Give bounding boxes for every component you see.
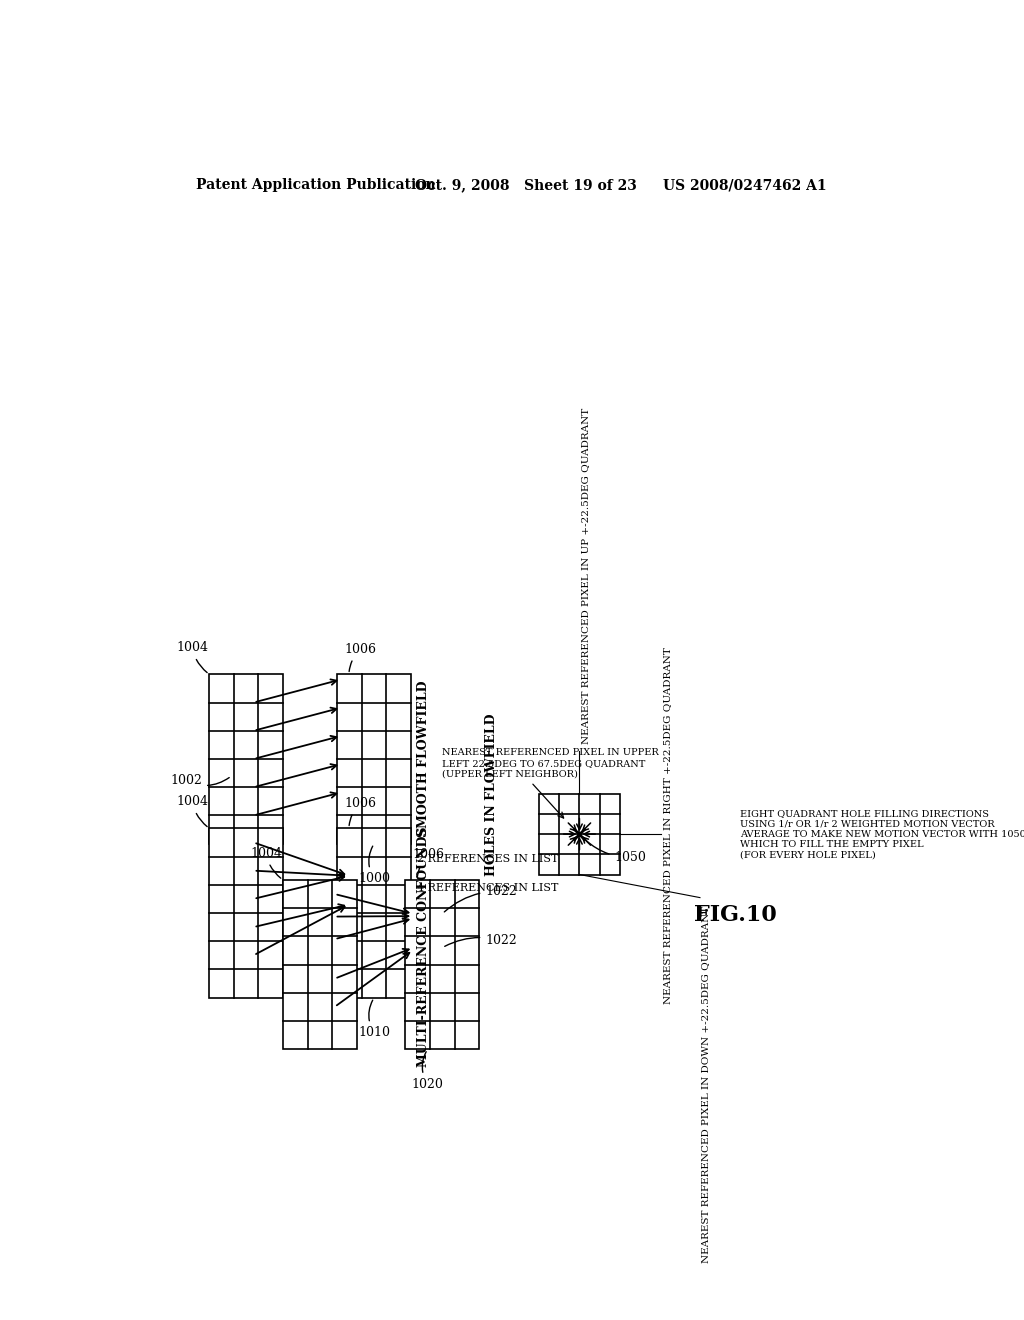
Text: FIG.10: FIG.10 — [693, 904, 776, 925]
Text: NEAREST REFERENCED PIXEL IN UPPER
LEFT 22.5DEG TO 67.5DEG QUADRANT
(UPPER LEFT N: NEAREST REFERENCED PIXEL IN UPPER LEFT 2… — [442, 748, 658, 779]
Text: 1050: 1050 — [586, 840, 646, 865]
Text: US 2008/0247462 A1: US 2008/0247462 A1 — [663, 178, 826, 193]
Text: NEAREST REFERENCED PIXEL IN UP +-22.5DEG QUADRANT: NEAREST REFERENCED PIXEL IN UP +-22.5DEG… — [581, 408, 590, 743]
Bar — [209, 675, 283, 843]
Text: 1000: 1000 — [358, 846, 390, 886]
Text: 1004: 1004 — [176, 642, 208, 673]
Text: MULTI-REFERENCE CONFOUNDS: MULTI-REFERENCE CONFOUNDS — [417, 826, 430, 1067]
Text: NEAREST REFERENCED PIXEL IN RIGHT +-22.5DEG QUADRANT: NEAREST REFERENCED PIXEL IN RIGHT +-22.5… — [663, 648, 672, 1005]
Text: 1022: 1022 — [444, 933, 517, 946]
Text: HOLES IN FLOWFIELD: HOLES IN FLOWFIELD — [485, 714, 499, 876]
Text: 1010: 1010 — [358, 1001, 390, 1039]
Text: 2 REFERENCES IN LIST: 2 REFERENCES IN LIST — [417, 854, 558, 863]
Text: 1002: 1002 — [170, 775, 229, 788]
Text: Patent Application Publication: Patent Application Publication — [197, 178, 436, 193]
Text: 1006: 1006 — [344, 643, 377, 672]
Text: 1022: 1022 — [444, 884, 517, 912]
Text: Oct. 9, 2008   Sheet 19 of 23: Oct. 9, 2008 Sheet 19 of 23 — [415, 178, 637, 193]
Text: 1020: 1020 — [412, 1052, 443, 1090]
Text: SMOOTH FLOWFIELD: SMOOTH FLOWFIELD — [417, 681, 430, 837]
Text: NEAREST REFERENCED PIXEL IN DOWN +-22.5DEG QUADRANT: NEAREST REFERENCED PIXEL IN DOWN +-22.5D… — [701, 906, 711, 1262]
Text: 1004: 1004 — [176, 795, 208, 826]
Text: 1006: 1006 — [413, 849, 444, 876]
Bar — [337, 829, 411, 998]
Text: EIGHT QUADRANT HOLE FILLING DIRECTIONS
USING 1/r OR 1/r 2 WEIGHTED MOTION VECTOR: EIGHT QUADRANT HOLE FILLING DIRECTIONS U… — [740, 809, 1024, 859]
Bar — [283, 880, 356, 1049]
Bar — [209, 829, 283, 998]
Text: 1004: 1004 — [250, 847, 282, 878]
Text: 1006: 1006 — [344, 797, 377, 825]
Bar — [337, 675, 411, 843]
Text: 4 REFERENCES IN LIST: 4 REFERENCES IN LIST — [417, 883, 558, 892]
Bar — [539, 793, 621, 875]
Bar — [406, 880, 479, 1049]
